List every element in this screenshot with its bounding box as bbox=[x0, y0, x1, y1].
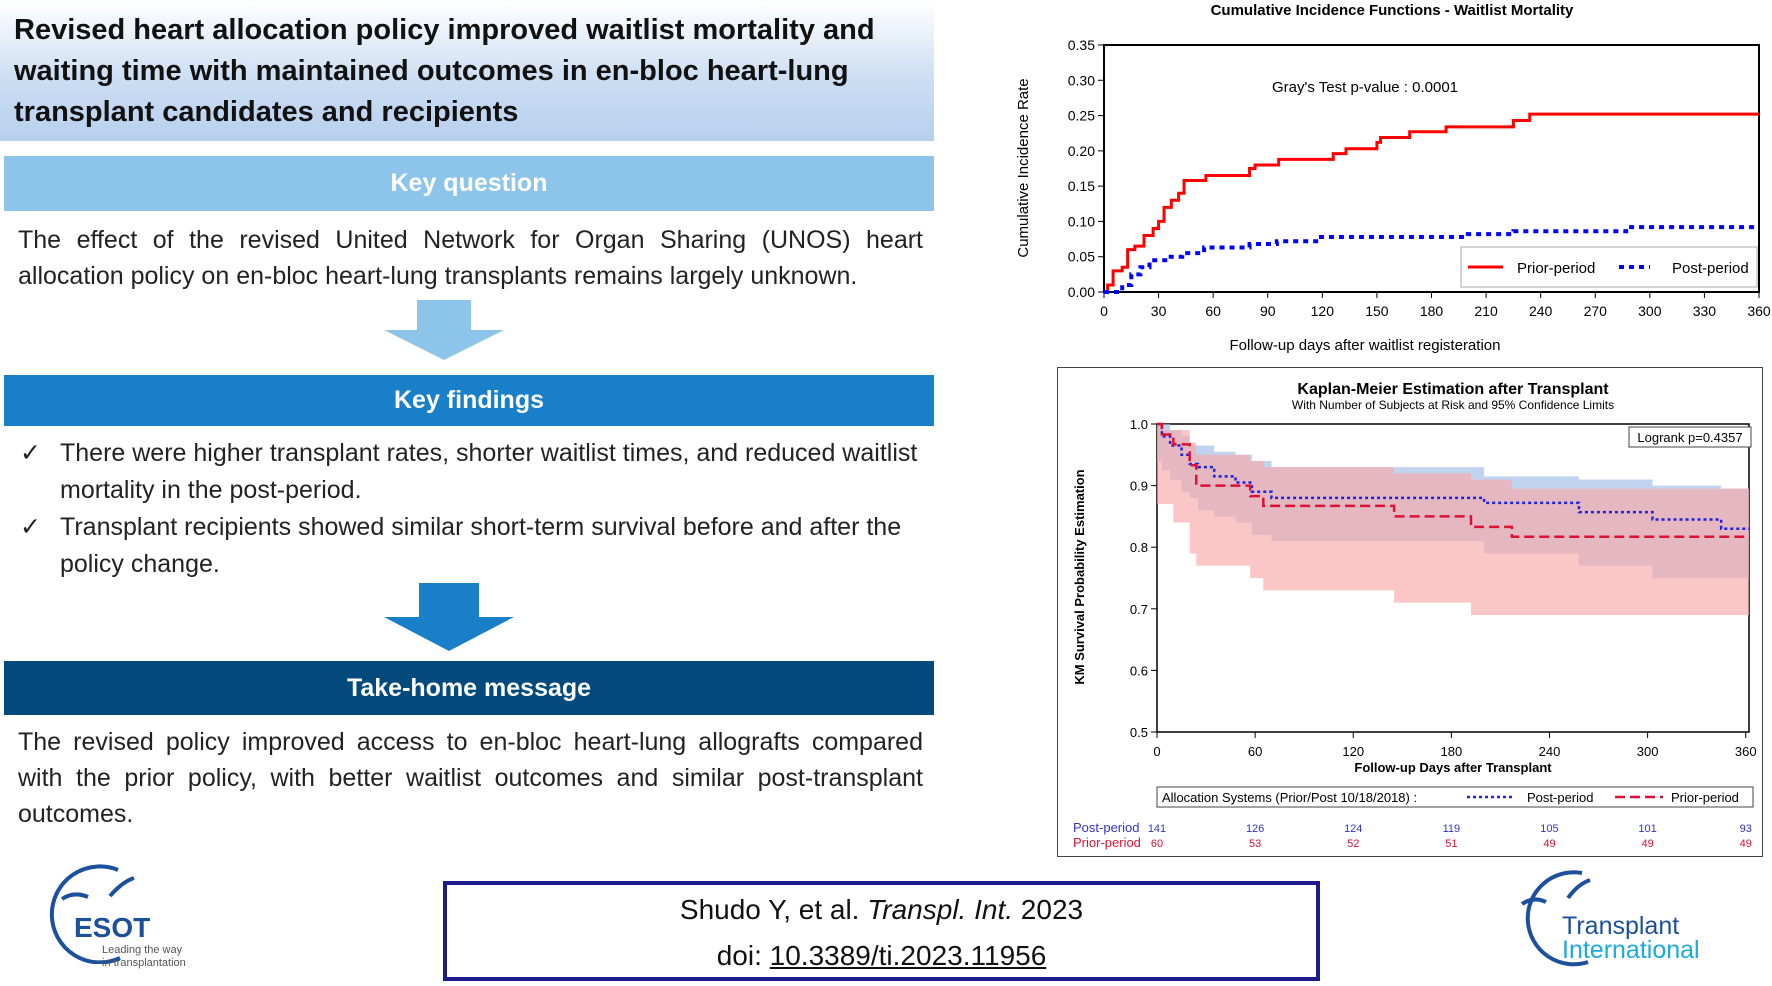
legend-post-label: Post-period bbox=[1672, 260, 1749, 277]
take-home-header: Take-home message bbox=[4, 661, 934, 715]
x-axis-label: Follow-up days after waitlist registerat… bbox=[1230, 337, 1501, 354]
citation-box: Shudo Y, et al. Transpl. Int. 2023 doi: … bbox=[443, 881, 1320, 981]
x-tick-label: 60 bbox=[1205, 303, 1221, 319]
doi-link[interactable]: 10.3389/ti.2023.11956 bbox=[769, 940, 1047, 971]
at-risk-count: 126 bbox=[1246, 823, 1264, 835]
y-tick-label: 0.20 bbox=[1068, 143, 1095, 159]
check-icon: ✓ bbox=[20, 439, 41, 467]
x-tick-label: 330 bbox=[1693, 303, 1717, 319]
series-line-post-period bbox=[1157, 422, 1749, 530]
y-tick-label: 1.0 bbox=[1130, 417, 1148, 432]
ci-band-prior-period bbox=[1157, 424, 1749, 615]
key-question-text: The effect of the revised United Network… bbox=[18, 226, 923, 290]
x-tick-label: 210 bbox=[1474, 303, 1498, 319]
arrow-down-icon bbox=[384, 300, 504, 360]
y-tick-label: 0.00 bbox=[1068, 284, 1095, 300]
key-question-header: Key question bbox=[4, 156, 934, 211]
y-tick-label: 0.30 bbox=[1068, 72, 1095, 88]
take-home-text: The revised policy improved access to en… bbox=[18, 728, 923, 828]
at-risk-count: 124 bbox=[1344, 823, 1362, 835]
key-findings-header: Key findings bbox=[4, 375, 934, 426]
y-tick-label: 0.25 bbox=[1068, 108, 1095, 124]
esot-logo: ESOT Leading the way in transplantation bbox=[48, 864, 208, 974]
kaplan-meier-chart: Kaplan-Meier Estimation after Transplant… bbox=[1057, 367, 1763, 857]
y-axis-label: KM Survival Probability Estimation bbox=[1072, 469, 1087, 684]
finding-item: ✓ Transplant recipients showed similar sh… bbox=[20, 509, 920, 583]
at-risk-count: 53 bbox=[1249, 838, 1261, 850]
logrank-box bbox=[1628, 426, 1752, 448]
at-risk-prior-label: Prior-period bbox=[1073, 835, 1141, 850]
x-tick-label: 360 bbox=[1735, 744, 1757, 759]
logrank-annotation: Logrank p=0.4357 bbox=[1637, 430, 1742, 445]
x-tick-label: 360 bbox=[1747, 303, 1771, 319]
x-tick-label: 120 bbox=[1342, 744, 1364, 759]
at-risk-count: 119 bbox=[1443, 823, 1461, 835]
at-risk-count: 49 bbox=[1641, 838, 1653, 850]
at-risk-count: 101 bbox=[1638, 823, 1656, 835]
y-tick-label: 0.9 bbox=[1130, 479, 1148, 494]
y-tick-label: 0.5 bbox=[1130, 725, 1148, 740]
x-tick-label: 120 bbox=[1311, 303, 1335, 319]
y-tick-label: 0.35 bbox=[1068, 37, 1095, 53]
legend bbox=[1460, 246, 1758, 288]
y-tick-label: 0.7 bbox=[1130, 602, 1148, 617]
series-line-post-period bbox=[1104, 225, 1759, 294]
x-tick-label: 150 bbox=[1365, 303, 1389, 319]
chart-title: Cumulative Incidence Functions - Waitlis… bbox=[1211, 2, 1574, 19]
x-axis-label: Follow-up Days after Transplant bbox=[1354, 760, 1552, 775]
finding-item: ✓ There were higher transplant rates, sho… bbox=[20, 435, 920, 509]
x-tick-label: 180 bbox=[1420, 303, 1444, 319]
legend-post-label: Post-period bbox=[1527, 790, 1593, 805]
page-title: Revised heart allocation policy improved… bbox=[0, 0, 934, 141]
arrow-down-icon bbox=[384, 583, 514, 651]
x-tick-label: 240 bbox=[1529, 303, 1553, 319]
at-risk-count: 51 bbox=[1445, 838, 1457, 850]
at-risk-count: 52 bbox=[1347, 838, 1359, 850]
x-tick-label: 180 bbox=[1441, 744, 1463, 759]
x-tick-label: 0 bbox=[1100, 303, 1108, 319]
x-tick-label: 60 bbox=[1248, 744, 1262, 759]
x-tick-label: 0 bbox=[1153, 744, 1160, 759]
y-axis-label: Cumulative Incidence Rate bbox=[1015, 78, 1032, 257]
at-risk-count: 49 bbox=[1543, 838, 1555, 850]
at-risk-count: 60 bbox=[1151, 838, 1163, 850]
legend-title: Allocation Systems (Prior/Post 10/18/201… bbox=[1162, 790, 1417, 805]
x-tick-label: 300 bbox=[1638, 303, 1662, 319]
x-tick-label: 240 bbox=[1539, 744, 1561, 759]
x-tick-label: 90 bbox=[1260, 303, 1276, 319]
key-findings-list: ✓ There were higher transplant rates, sho… bbox=[20, 435, 920, 583]
legend bbox=[1156, 786, 1754, 808]
at-risk-count: 49 bbox=[1740, 838, 1752, 850]
at-risk-count: 93 bbox=[1740, 823, 1752, 835]
at-risk-post-label: Post-period bbox=[1073, 820, 1139, 835]
y-tick-label: 0.10 bbox=[1068, 213, 1095, 229]
transplant-international-logo: Transplant International bbox=[1512, 868, 1732, 968]
x-tick-label: 300 bbox=[1637, 744, 1659, 759]
grays-test-annotation: Gray's Test p-value : 0.0001 bbox=[1272, 79, 1458, 96]
at-risk-count: 141 bbox=[1148, 823, 1166, 835]
x-tick-label: 270 bbox=[1584, 303, 1608, 319]
legend-prior-label: Prior-period bbox=[1517, 260, 1595, 277]
chart-subtitle: With Number of Subjects at Risk and 95% … bbox=[1292, 398, 1614, 412]
chart-title: Kaplan-Meier Estimation after Transplant bbox=[1297, 381, 1609, 398]
x-tick-label: 30 bbox=[1151, 303, 1167, 319]
y-tick-label: 0.6 bbox=[1130, 663, 1148, 678]
series-line-prior-period bbox=[1104, 112, 1759, 294]
y-tick-label: 0.15 bbox=[1068, 178, 1095, 194]
y-tick-label: 0.05 bbox=[1068, 249, 1095, 265]
legend-prior-label: Prior-period bbox=[1671, 790, 1739, 805]
check-icon: ✓ bbox=[20, 513, 41, 541]
at-risk-count: 105 bbox=[1540, 823, 1558, 835]
cumulative-incidence-chart: Cumulative Incidence Functions - Waitlis… bbox=[1015, 2, 1771, 354]
y-tick-label: 0.8 bbox=[1130, 540, 1148, 555]
